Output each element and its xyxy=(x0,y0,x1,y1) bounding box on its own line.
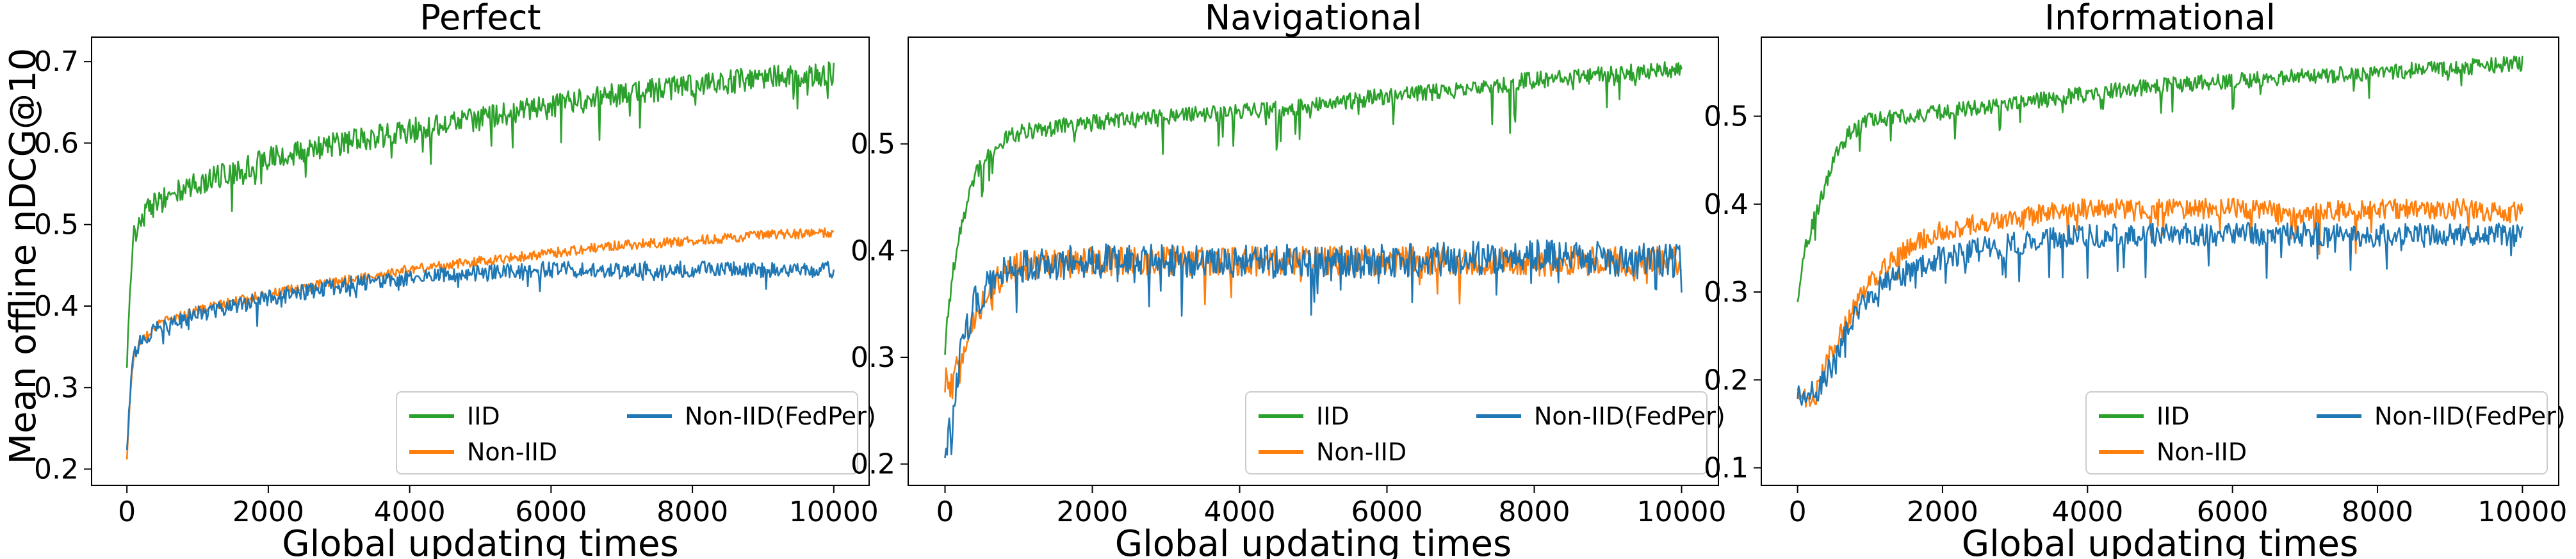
y-tick-label: 0.3 xyxy=(34,371,79,404)
subplot-title: Informational xyxy=(2044,0,2276,38)
legend-label: Non-IID(FedPer) xyxy=(1534,402,1725,430)
y-tick-label: 0.4 xyxy=(1704,188,1749,221)
y-tick-label: 0.7 xyxy=(34,45,79,78)
axes-frame xyxy=(1761,36,2559,486)
y-tick-label: 0.2 xyxy=(34,453,79,486)
subplot-title: Navigational xyxy=(1205,0,1422,38)
y-tick-label: 0.4 xyxy=(34,290,79,323)
legend: IID Non-IID Non-IID(FedPer) xyxy=(396,391,876,474)
x-tick-label: 6000 xyxy=(2197,496,2269,528)
subplot-3: Informational 0 2000 4000 6000 8000 10000 0.1 0.… xyxy=(1704,0,2567,559)
x-tick-label: 0 xyxy=(1789,496,1807,528)
subplot-2: Navigational 0 2000 4000 6000 8000 10000 0.2 0.3… xyxy=(851,0,1726,559)
figure-ylabel: Mean offline nDCG@10 xyxy=(3,48,44,464)
series-line-non-iid-fedper- xyxy=(944,239,1683,458)
y-tick-label: 0.2 xyxy=(851,448,895,481)
legend-label: Non-IID xyxy=(2156,438,2247,466)
x-tick-label: 6000 xyxy=(515,496,587,528)
y-tick-label: 0.3 xyxy=(851,341,895,374)
y-tick-label: 0.3 xyxy=(1704,276,1749,309)
series-line-iid xyxy=(1797,55,2523,303)
y-tick-label: 0.5 xyxy=(1704,101,1749,133)
x-axis-label: Global updating times xyxy=(1115,523,1512,559)
x-axis-label: Global updating times xyxy=(282,523,678,559)
x-tick-label: 10000 xyxy=(1637,496,1727,528)
legend: IID Non-IID Non-IID(FedPer) xyxy=(1245,391,1725,474)
y-tick-label: 0.1 xyxy=(1704,452,1749,485)
x-tick-label: 0 xyxy=(118,496,136,528)
series-line-non-iid xyxy=(1797,197,2523,408)
x-tick-label: 0 xyxy=(936,496,954,528)
x-tick-label: 4000 xyxy=(2051,496,2123,528)
legend-label: IID xyxy=(1316,402,1349,430)
series-line-iid xyxy=(944,61,1683,355)
y-tick-label: 0.2 xyxy=(1704,364,1749,396)
x-tick-label: 2000 xyxy=(1057,496,1129,528)
x-tick-label: 8000 xyxy=(2342,496,2413,528)
legend-label: Non-IID(FedPer) xyxy=(685,402,876,430)
x-tick-label: 10000 xyxy=(2477,496,2567,528)
subplot-title: Perfect xyxy=(420,0,541,38)
x-tick-label: 10000 xyxy=(789,496,879,528)
legend-label: IID xyxy=(467,402,500,430)
subplot-1: Perfect 0 2000 4000 6000 8000 10000 0.2 0.3 0.4 0.… xyxy=(34,0,879,559)
x-tick-label: 2000 xyxy=(232,496,304,528)
legend-label: Non-IID xyxy=(467,438,557,466)
x-tick-label: 4000 xyxy=(374,496,446,528)
y-tick-label: 0.5 xyxy=(851,128,895,161)
x-tick-label: 2000 xyxy=(1907,496,1978,528)
legend-box xyxy=(396,391,858,474)
x-tick-label: 4000 xyxy=(1204,496,1276,528)
legend-label: IID xyxy=(2156,402,2190,430)
x-tick-label: 6000 xyxy=(1351,496,1423,528)
x-tick-label: 8000 xyxy=(656,496,728,528)
series-line-non-iid-fedper- xyxy=(1797,222,2523,406)
legend-box xyxy=(1245,391,1708,474)
series-line-non-iid-fedper- xyxy=(126,260,835,450)
legend-label: Non-IID(FedPer) xyxy=(2374,402,2566,430)
legend: IID Non-IID Non-IID(FedPer) xyxy=(2085,391,2566,474)
legend-label: Non-IID xyxy=(1316,438,1406,466)
legend-box xyxy=(2085,391,2548,474)
x-tick-label: 8000 xyxy=(1499,496,1570,528)
axes-frame xyxy=(908,36,1719,486)
axes-frame xyxy=(91,36,870,486)
y-tick-label: 0.5 xyxy=(34,209,79,241)
x-axis-label: Global updating times xyxy=(1962,523,2358,559)
y-tick-label: 0.6 xyxy=(34,127,79,159)
y-tick-label: 0.4 xyxy=(851,234,895,267)
series-line-iid xyxy=(126,61,835,368)
